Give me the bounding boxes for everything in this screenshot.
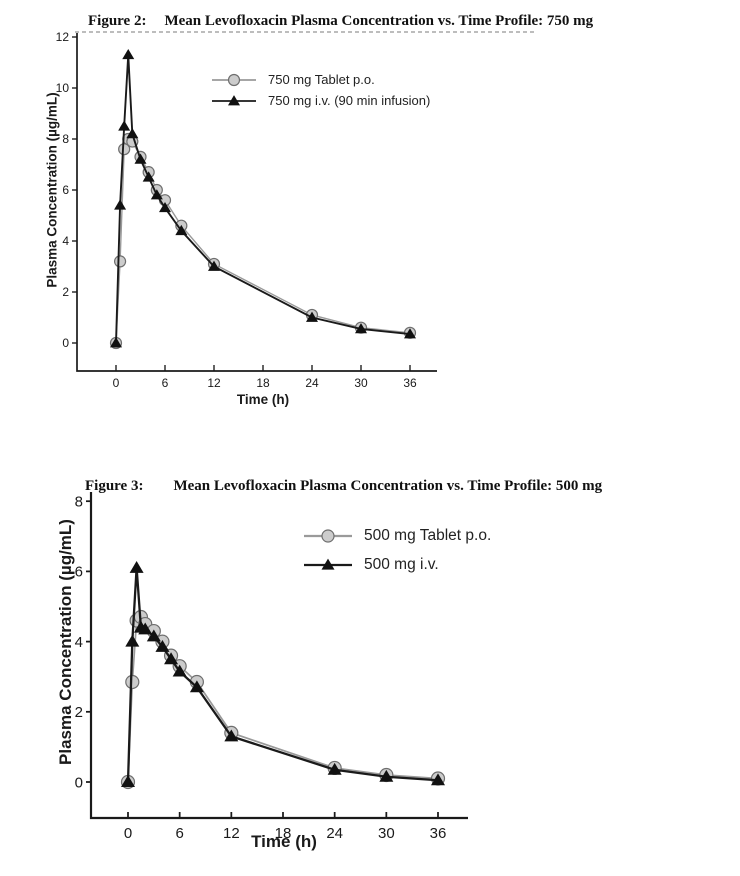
- legend-swatch-circle: [321, 528, 335, 543]
- data-point-triangle: [110, 337, 122, 348]
- data-point-triangle: [172, 664, 187, 677]
- x-tick-label: 6: [162, 376, 169, 390]
- x-tick-label: 18: [275, 825, 292, 842]
- legend-label: 500 mg Tablet p.o.: [364, 526, 492, 544]
- data-point-triangle: [134, 153, 147, 164]
- legend-label: 500 mg i.v.: [364, 555, 439, 573]
- data-point-triangle: [224, 729, 239, 742]
- x-tick-label: 12: [223, 825, 240, 842]
- iv-series-swatch-icon: [212, 94, 256, 105]
- data-point-triangle: [142, 171, 155, 182]
- figure-3-x-axis-label: Time (h): [251, 832, 317, 851]
- axes-line: [89, 492, 468, 820]
- figure-2-title: Mean Levofloxacin Plasma Concentration v…: [164, 13, 594, 29]
- y-tick-label: 2: [62, 285, 69, 299]
- axes-line: [76, 33, 437, 372]
- data-point-triangle: [126, 128, 139, 139]
- data-point-triangle: [129, 561, 144, 573]
- y-tick-label: 8: [75, 493, 83, 510]
- x-tick-label: 6: [175, 825, 183, 842]
- legend-item-iv: 750 mg i.v. (90 min infusion): [211, 90, 430, 111]
- legend-swatch-triangle: [321, 558, 335, 570]
- series-line-tablet: [127, 615, 439, 783]
- x-tick-label: 18: [256, 376, 270, 390]
- figure-2-legend: 750 mg Tablet p.o. 750 mg i.v. (90 min i…: [211, 69, 430, 111]
- data-point-triangle: [355, 323, 368, 334]
- figure-2-title-underline: [75, 31, 534, 33]
- y-tick-label: 0: [75, 774, 83, 791]
- data-point-triangle: [327, 762, 342, 775]
- data-point-triangle: [138, 622, 153, 635]
- legend-label: 750 mg Tablet p.o.: [268, 72, 375, 87]
- series-line-tablet: [115, 137, 411, 344]
- y-tick-label: 4: [62, 234, 69, 248]
- data-point-triangle: [159, 201, 172, 213]
- data-point-triangle: [155, 640, 170, 652]
- x-tick-label: 30: [354, 376, 368, 390]
- y-tick-label: 6: [62, 183, 69, 197]
- data-point-triangle: [164, 652, 179, 665]
- data-point-triangle: [121, 775, 135, 788]
- x-tick-label: 36: [403, 376, 417, 390]
- data-point-triangle: [404, 328, 417, 339]
- x-tick-label: 36: [430, 825, 447, 842]
- data-point-triangle: [146, 629, 161, 642]
- figure-2-x-axis-label: Time (h): [236, 392, 290, 407]
- y-tick-label: 0: [62, 336, 69, 350]
- data-point-triangle: [189, 680, 204, 693]
- figure-3-label: Figure 3:: [85, 478, 144, 494]
- legend-swatch-circle: [227, 73, 241, 86]
- legend-item-tablet-po: 500 mg Tablet p.o.: [303, 521, 491, 550]
- data-point-circle: [113, 255, 127, 268]
- figure-2-caption: Figure 2: Mean Levofloxacin Plasma Concen…: [88, 13, 593, 30]
- data-point-triangle: [114, 199, 127, 210]
- x-tick-label: 12: [207, 376, 221, 390]
- figure-3-legend: 500 mg Tablet p.o. 500 mg i.v.: [303, 521, 491, 579]
- x-tick-label: 30: [378, 825, 395, 842]
- data-point-triangle: [208, 260, 221, 271]
- data-point-triangle: [175, 224, 188, 236]
- y-tick-label: 10: [56, 81, 70, 95]
- data-point-triangle: [118, 120, 131, 131]
- data-point-triangle: [379, 769, 394, 782]
- figure-3-caption: Figure 3: Mean Levofloxacin Plasma Concen…: [85, 478, 602, 495]
- tablet-series-swatch-icon: [212, 73, 256, 86]
- data-point-triangle: [306, 311, 319, 322]
- legend-item-tablet-po: 750 mg Tablet p.o.: [211, 69, 430, 90]
- series-line-iv: [126, 567, 439, 783]
- x-tick-label: 24: [326, 825, 343, 842]
- y-tick-label: 6: [75, 564, 83, 581]
- data-point-triangle: [122, 48, 135, 60]
- legend-item-iv: 500 mg i.v.: [303, 550, 491, 579]
- x-tick-label: 0: [113, 376, 120, 390]
- legend-swatch-triangle: [228, 94, 240, 105]
- data-point-triangle: [150, 189, 163, 200]
- x-tick-label: 0: [124, 825, 132, 842]
- figure-3-title: Mean Levofloxacin Plasma Concentration v…: [173, 478, 603, 494]
- y-tick-label: 4: [75, 634, 83, 651]
- x-tick-label: 24: [305, 376, 319, 390]
- series-line-iv: [115, 54, 411, 344]
- tablet-series-swatch-icon: [304, 528, 352, 543]
- legend-label: 750 mg i.v. (90 min infusion): [268, 93, 431, 108]
- y-tick-label: 12: [56, 30, 70, 44]
- y-tick-label: 2: [75, 704, 83, 721]
- iv-series-swatch-icon: [304, 558, 352, 570]
- data-point-triangle: [125, 634, 140, 647]
- y-tick-label: 8: [62, 132, 69, 146]
- data-point-triangle: [430, 773, 445, 786]
- figure-2-label: Figure 2:: [88, 13, 147, 29]
